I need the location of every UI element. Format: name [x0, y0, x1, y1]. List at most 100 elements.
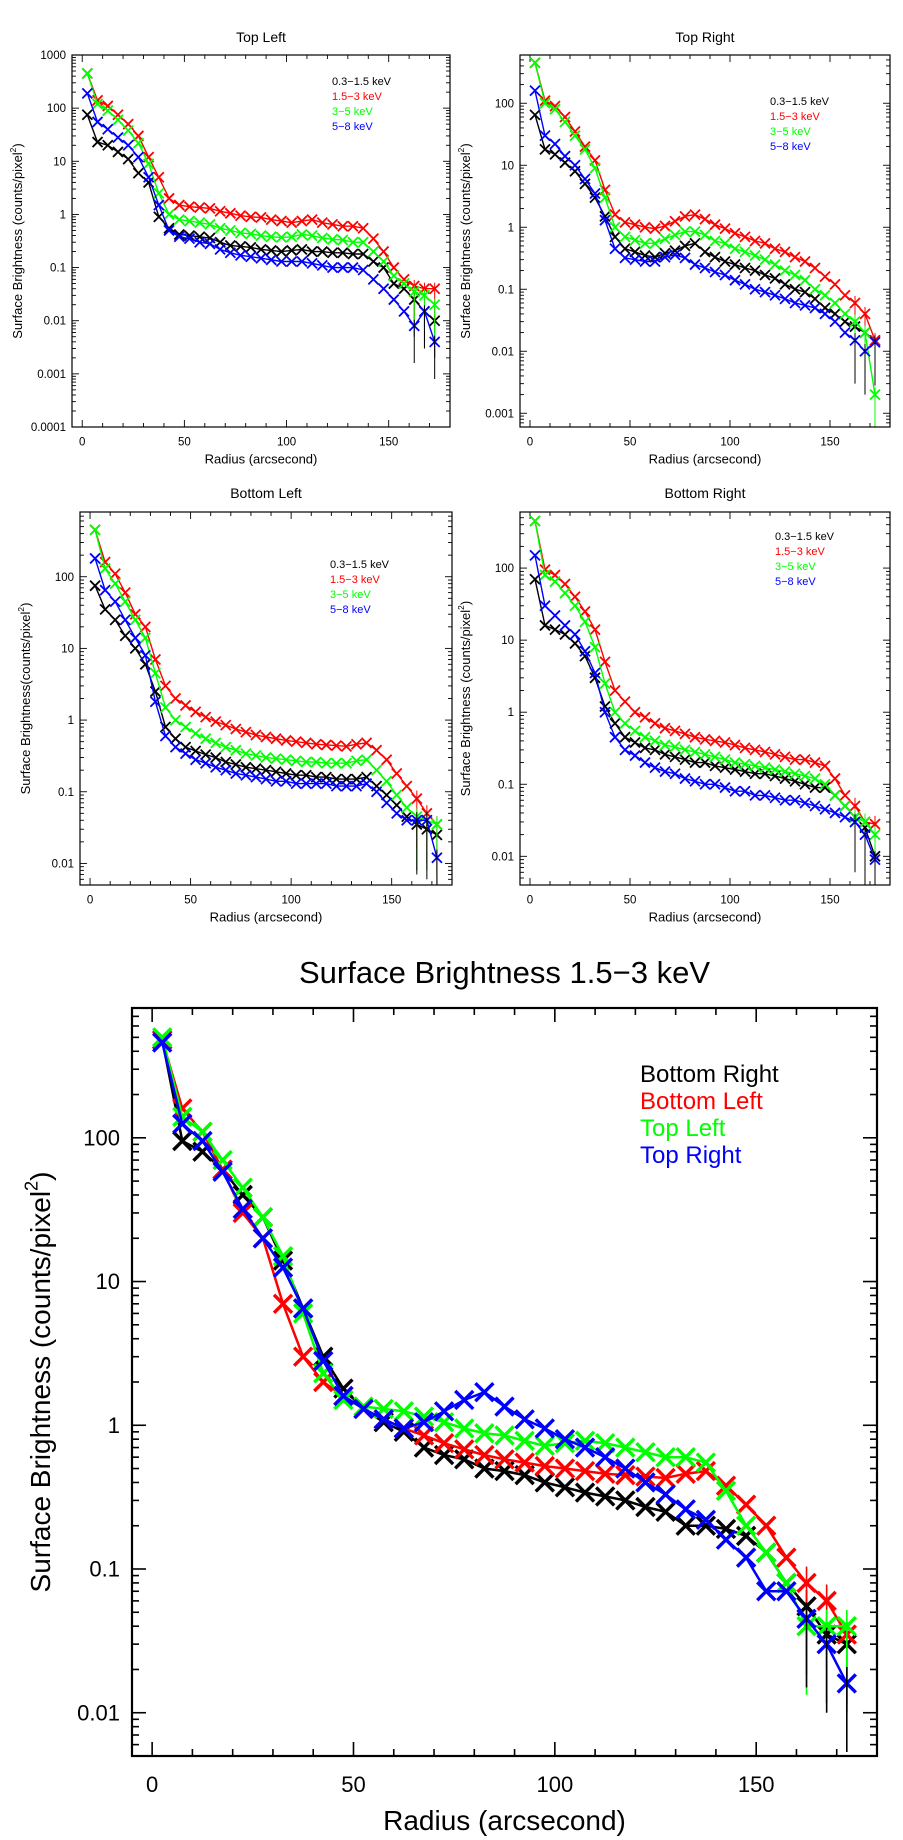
data-point — [260, 751, 272, 764]
data-point — [381, 754, 393, 766]
series-line — [534, 62, 876, 395]
data-point — [629, 749, 641, 762]
data-point — [729, 227, 741, 239]
data-point — [699, 756, 711, 769]
legend-entry: 5−8 keV — [332, 121, 373, 133]
data-point — [81, 87, 93, 99]
data-point — [619, 216, 631, 228]
data-point — [260, 731, 272, 743]
data-point — [809, 800, 821, 812]
data-point — [534, 1472, 555, 1493]
data-point — [569, 628, 581, 641]
y-tick-label: 0.0001 — [31, 422, 66, 434]
data-point — [316, 245, 328, 258]
data-point — [759, 254, 771, 266]
y-tick-label: 10 — [96, 1269, 120, 1294]
data-point — [695, 1515, 717, 1536]
data-point — [675, 1515, 696, 1536]
data-point — [549, 575, 561, 588]
data-point — [709, 251, 721, 263]
data-point — [609, 243, 621, 255]
data-point — [337, 261, 349, 274]
data-point — [839, 800, 851, 812]
data-point — [569, 159, 581, 171]
chart-title: Bottom Right — [665, 485, 746, 501]
data-point — [615, 1490, 636, 1511]
data-point — [819, 760, 831, 772]
data-point — [719, 736, 731, 749]
data-point — [296, 243, 308, 256]
data-point — [234, 249, 247, 261]
data-point — [265, 244, 277, 257]
data-point — [89, 524, 101, 536]
series-line — [94, 585, 438, 836]
chart-top-right: Top Right 0.001 0.01 0.1 1 10 100 0 50 100 150 Radi… — [456, 29, 891, 467]
data-point — [789, 251, 801, 263]
data-point — [255, 243, 267, 256]
data-point — [377, 245, 390, 258]
data-point — [139, 649, 151, 661]
data-point — [347, 236, 359, 248]
data-point — [230, 744, 242, 756]
x-tick-label: 50 — [624, 437, 637, 449]
data-point — [649, 222, 661, 235]
data-point — [549, 138, 561, 150]
data-point — [749, 283, 761, 295]
data-point — [776, 1581, 797, 1602]
data-point — [669, 244, 681, 257]
data-point — [214, 222, 226, 234]
x-tick-label: 0 — [87, 895, 93, 907]
data-point — [809, 781, 821, 794]
data-point — [719, 222, 731, 235]
data-point — [109, 568, 121, 580]
data-point — [569, 125, 581, 138]
data-point — [139, 658, 151, 670]
series-line — [161, 1039, 848, 1636]
y-tick-label: 0.01 — [52, 858, 74, 870]
data-point — [377, 255, 390, 268]
plot-frame — [130, 1006, 879, 1758]
data-point — [799, 286, 811, 298]
data-point — [189, 745, 202, 757]
legend-entry: 1.5−3 keV — [330, 574, 381, 586]
data-point — [799, 255, 811, 268]
y-tick-label: 0.01 — [77, 1700, 120, 1725]
data-point — [619, 696, 631, 708]
data-point — [639, 221, 651, 233]
data-point — [347, 220, 359, 232]
data-point — [839, 811, 851, 823]
legend-entry: 0.3−1.5 keV — [330, 559, 390, 571]
data-point — [398, 305, 410, 317]
legend-entry: 0.3−1.5 keV — [775, 531, 835, 543]
series-line — [86, 73, 436, 306]
data-point — [250, 763, 262, 775]
data-point — [619, 243, 631, 255]
data-point — [433, 1433, 455, 1454]
legend-entry: 0.3−1.5 keV — [332, 76, 392, 88]
plot-frame — [79, 511, 453, 886]
data-point — [529, 573, 541, 585]
data-point — [829, 807, 841, 819]
data-point — [649, 744, 661, 756]
y-tick-label: 1000 — [40, 50, 66, 62]
data-point — [290, 769, 302, 781]
data-point — [789, 794, 801, 806]
data-point — [109, 595, 121, 608]
data-point — [245, 241, 257, 254]
data-point — [649, 762, 661, 774]
legend-entry: 1.5−3 keV — [770, 111, 821, 123]
x-tick-label: 100 — [536, 1772, 573, 1797]
data-point — [204, 202, 216, 215]
data-point — [679, 225, 691, 238]
data-point — [149, 696, 162, 708]
data-point — [320, 777, 332, 790]
data-point — [779, 264, 791, 277]
data-point — [689, 775, 701, 787]
data-point — [169, 714, 182, 726]
data-point — [559, 619, 571, 632]
data-point — [819, 289, 831, 301]
x-axis-label: Radius (arcsecond) — [649, 452, 762, 467]
data-point — [695, 1509, 717, 1530]
data-point — [779, 765, 791, 778]
